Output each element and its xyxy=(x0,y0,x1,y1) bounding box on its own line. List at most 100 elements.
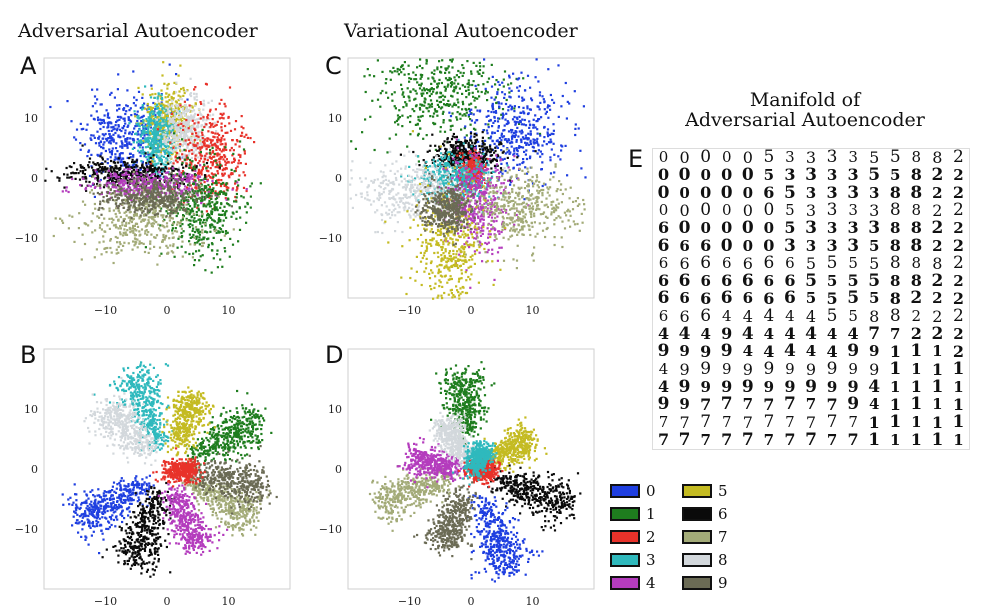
scatter-point xyxy=(144,146,147,149)
scatter-point xyxy=(447,104,450,107)
scatter-point xyxy=(224,131,227,134)
scatter-point xyxy=(99,200,102,203)
scatter-point xyxy=(214,144,217,147)
scatter-point xyxy=(88,180,91,184)
scatter-point xyxy=(52,234,55,238)
scatter-point xyxy=(123,202,126,205)
scatter-point xyxy=(110,139,113,142)
scatter-point xyxy=(144,141,147,144)
scatter-point xyxy=(499,156,502,159)
scatter-point xyxy=(539,134,542,137)
scatter-point xyxy=(211,188,214,191)
scatter-point xyxy=(120,179,123,182)
scatter-point xyxy=(500,134,503,137)
scatter-point xyxy=(513,135,516,139)
scatter-point xyxy=(194,181,197,184)
scatter-point xyxy=(520,132,523,135)
scatter-point xyxy=(467,115,470,118)
scatter-point xyxy=(177,201,180,204)
scatter-point xyxy=(191,132,194,135)
scatter-point xyxy=(165,123,168,127)
scatter-point xyxy=(534,76,537,79)
scatter-point xyxy=(128,222,131,225)
scatter-point xyxy=(185,128,188,131)
scatter-point xyxy=(111,221,114,224)
scatter-point xyxy=(175,134,178,137)
scatter-point xyxy=(152,189,155,192)
scatter-point xyxy=(129,194,132,197)
scatter-point xyxy=(161,135,164,139)
scatter-point xyxy=(134,242,137,245)
scatter-point xyxy=(187,199,190,203)
scatter-point xyxy=(192,252,195,255)
scatter-point xyxy=(154,211,157,214)
scatter-point xyxy=(219,112,222,115)
scatter-point xyxy=(214,166,217,169)
scatter-point xyxy=(200,225,203,228)
scatter-point xyxy=(128,152,132,155)
scatter-point xyxy=(191,210,195,213)
scatter-point xyxy=(211,182,215,185)
scatter-point xyxy=(185,217,188,220)
scatter-point xyxy=(158,114,161,117)
scatter-point xyxy=(174,114,177,117)
scatter-point xyxy=(167,229,170,232)
scatter-point xyxy=(119,233,122,236)
scatter-point xyxy=(414,89,417,92)
scatter-point xyxy=(191,142,194,145)
scatter-point xyxy=(175,144,178,147)
scatter-point xyxy=(116,127,119,130)
scatter-point xyxy=(112,224,116,227)
scatter-point xyxy=(238,207,241,210)
scatter-point xyxy=(61,221,65,224)
scatter-point xyxy=(467,79,470,82)
scatter-point xyxy=(151,131,154,134)
scatter-point xyxy=(215,206,218,209)
scatter-point xyxy=(159,126,163,129)
scatter-point xyxy=(216,170,219,173)
scatter-point xyxy=(541,144,544,147)
scatter-point xyxy=(150,180,153,183)
scatter-point xyxy=(108,209,111,213)
scatter-point xyxy=(209,216,212,219)
scatter-point xyxy=(139,154,142,158)
scatter-point xyxy=(215,192,218,195)
scatter-point xyxy=(165,92,168,95)
scatter-point xyxy=(205,148,208,151)
scatter-point xyxy=(178,192,181,195)
scatter-point xyxy=(217,181,220,184)
scatter-point xyxy=(205,123,208,126)
scatter-point xyxy=(106,158,109,161)
scatter-point xyxy=(482,65,485,68)
scatter-point xyxy=(129,181,132,184)
scatter-point xyxy=(221,265,224,268)
scatter-point xyxy=(173,136,176,139)
scatter-point xyxy=(160,207,163,210)
scatter-point xyxy=(179,195,183,198)
scatter-point xyxy=(428,88,432,91)
scatter-point xyxy=(160,141,163,144)
scatter-point xyxy=(191,193,194,196)
scatter-point xyxy=(215,228,218,232)
scatter-point xyxy=(133,190,136,193)
scatter-point xyxy=(123,161,126,164)
scatter-point xyxy=(116,172,119,175)
scatter-point xyxy=(145,162,148,165)
scatter-point xyxy=(68,214,71,217)
scatter-point xyxy=(165,136,168,139)
scatter-point xyxy=(180,192,183,195)
scatter-point xyxy=(201,195,204,198)
scatter-point xyxy=(147,182,150,185)
scatter-point xyxy=(548,104,551,108)
scatter-point xyxy=(552,123,555,126)
scatter-point xyxy=(164,96,167,99)
scatter-point xyxy=(97,137,100,140)
scatter-point xyxy=(104,160,107,163)
scatter-point xyxy=(145,127,148,130)
scatter-point xyxy=(394,121,397,124)
scatter-point xyxy=(236,186,239,189)
scatter-point xyxy=(496,91,499,94)
scatter-point xyxy=(168,237,171,240)
scatter-point xyxy=(115,129,118,132)
scatter-point xyxy=(422,92,425,95)
